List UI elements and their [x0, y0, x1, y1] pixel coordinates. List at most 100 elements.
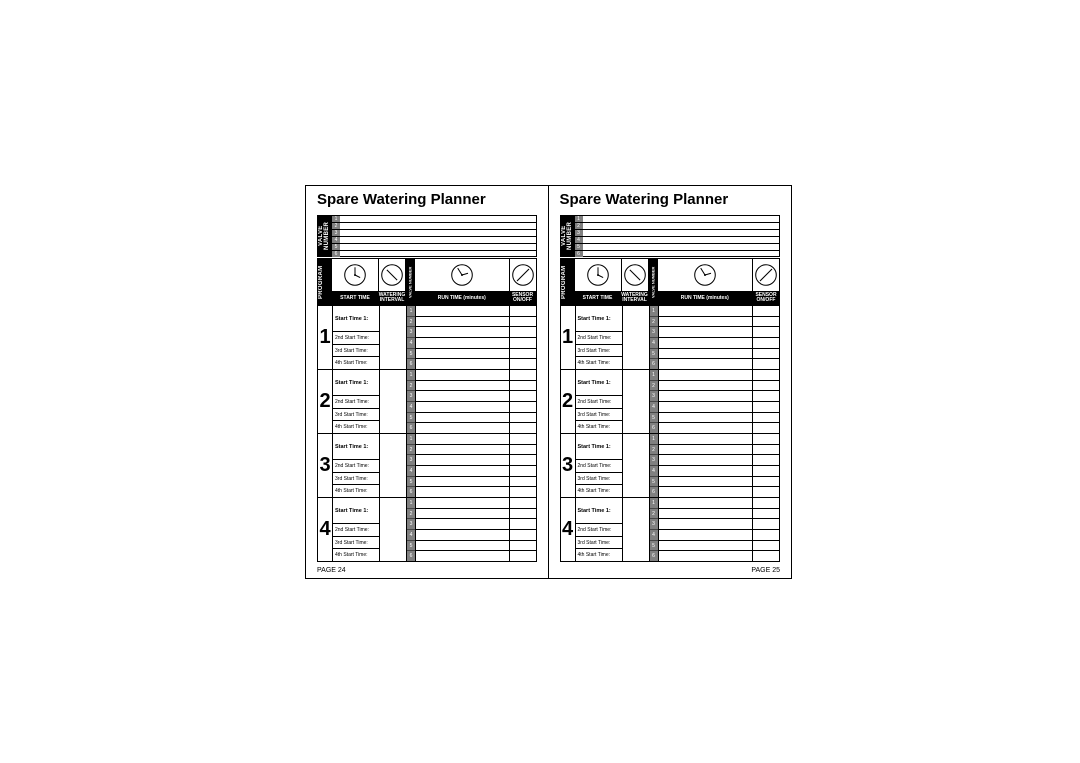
valve-number-cell: 6 — [407, 423, 415, 433]
sensor-cell — [753, 551, 779, 561]
sensor-cell — [510, 434, 536, 445]
valve-number-cell: 4 — [650, 338, 658, 349]
valve-number-cell: 3 — [407, 327, 415, 338]
program-number: 2 — [561, 370, 576, 433]
runtime-cell — [415, 455, 509, 466]
valve-rows: 123456 — [575, 216, 780, 256]
program-number: 1 — [318, 306, 333, 369]
runtime-cell — [415, 413, 509, 424]
valve-row-number: 6 — [332, 251, 340, 257]
start-time-extra: 4th Start Time: — [333, 357, 379, 369]
sensor-cell — [753, 413, 779, 424]
start-time-extra: 4th Start Time: — [576, 485, 622, 497]
page-number: PAGE 24 — [317, 567, 346, 574]
valve-number-cell: 5 — [650, 349, 658, 360]
page-left: Spare Watering Planner VALVE NUMBER 1234… — [306, 186, 549, 578]
watering-interval-cell — [623, 306, 650, 369]
valve-number-cell: 1 — [650, 370, 658, 381]
valve-number-cell: 5 — [407, 541, 415, 552]
start-time-extra: 3rd Start Time: — [576, 537, 622, 550]
header-runtime: RUN TIME (minutes) — [658, 259, 754, 305]
planner-body: 1Start Time 1:2nd Start Time:3rd Start T… — [561, 306, 780, 561]
header-sensor: SENSOR ON/OFF — [753, 259, 779, 305]
program-number: 4 — [318, 498, 333, 561]
start-time-extra: 4th Start Time: — [333, 485, 379, 497]
valve-number-cell: 6 — [650, 487, 658, 497]
sensor-cell — [510, 370, 536, 381]
start-time-extra: 3rd Start Time: — [333, 345, 379, 358]
program-number: 3 — [318, 434, 333, 497]
sensor-cell — [510, 466, 536, 477]
sensor-cell — [510, 530, 536, 541]
valve-number-cell: 4 — [650, 466, 658, 477]
sensor-cell — [753, 391, 779, 402]
clock-icon — [332, 259, 378, 291]
sensor-cell — [753, 509, 779, 520]
program-number: 3 — [561, 434, 576, 497]
valve-number-cell: 3 — [407, 519, 415, 530]
sensor-cell — [753, 434, 779, 445]
runtime-cell — [415, 306, 509, 317]
valve-number-cell: 2 — [650, 381, 658, 392]
valve-number-cell: 4 — [650, 402, 658, 413]
runtime-cell — [658, 551, 753, 561]
calendar-icon — [379, 259, 405, 291]
sensor-icon — [753, 259, 779, 291]
start-time-extra: 2nd Start Time: — [333, 332, 379, 345]
valve-row-number: 1 — [575, 216, 583, 222]
watering-interval-cell — [380, 434, 407, 497]
sensor-cell — [510, 381, 536, 392]
valve-number-cell: 2 — [407, 381, 415, 392]
sensor-cell — [510, 349, 536, 360]
start-time-extra: 4th Start Time: — [576, 421, 622, 433]
valve-number-cell: 4 — [407, 466, 415, 477]
sensor-cell — [510, 487, 536, 497]
valve-number-cell: 3 — [407, 455, 415, 466]
header-sensor-label: SENSOR ON/OFF — [510, 291, 536, 305]
valve-number-cell: 6 — [650, 551, 658, 561]
runtime-cell — [658, 466, 753, 477]
sensor-cell — [753, 381, 779, 392]
page-right: Spare Watering Planner VALVE NUMBER 1234… — [549, 186, 792, 578]
runtime-cell — [658, 423, 753, 433]
valve-row-number: 3 — [332, 230, 340, 236]
program-number: 1 — [561, 306, 576, 369]
watering-interval-cell — [623, 370, 650, 433]
valve-number-cell: 3 — [650, 519, 658, 530]
start-time-extra: 2nd Start Time: — [576, 460, 622, 473]
watering-interval-cell — [623, 498, 650, 561]
calendar-icon — [622, 259, 648, 291]
runtime-cell — [415, 338, 509, 349]
header-valve: VALVE NUMBER — [649, 259, 658, 305]
runtime-cell — [658, 434, 753, 445]
start-time-1: Start Time 1: — [333, 434, 379, 460]
valve-number-cell: 5 — [407, 349, 415, 360]
sensor-cell — [510, 317, 536, 328]
runtime-cell — [658, 509, 753, 520]
start-time-extra: 3rd Start Time: — [576, 345, 622, 358]
valve-row-number: 5 — [332, 244, 340, 250]
runtime-cell — [415, 487, 509, 497]
sensor-cell — [753, 327, 779, 338]
runtime-cell — [658, 477, 753, 488]
watering-interval-cell — [623, 434, 650, 497]
valve-row-number: 5 — [575, 244, 583, 250]
start-time-extra: 2nd Start Time: — [576, 396, 622, 409]
start-time-extra: 2nd Start Time: — [576, 524, 622, 537]
page-title: Spare Watering Planner — [317, 191, 486, 208]
valve-number-cell: 4 — [407, 402, 415, 413]
start-time-1: Start Time 1: — [333, 370, 379, 396]
document-page: Spare Watering Planner VALVE NUMBER 1234… — [0, 0, 1080, 763]
valve-number-cell: 3 — [650, 391, 658, 402]
valve-rows: 123456 — [332, 216, 536, 256]
valve-number-cell: 1 — [407, 306, 415, 317]
runtime-cell — [658, 306, 753, 317]
valve-row-number: 3 — [575, 230, 583, 236]
runtime-cell — [415, 327, 509, 338]
watering-interval-cell — [380, 498, 407, 561]
runtime-cell — [658, 498, 753, 509]
valve-row-number: 1 — [332, 216, 340, 222]
runtime-cell — [415, 477, 509, 488]
header-start-label: START TIME — [575, 291, 621, 305]
runtime-cell — [658, 381, 753, 392]
